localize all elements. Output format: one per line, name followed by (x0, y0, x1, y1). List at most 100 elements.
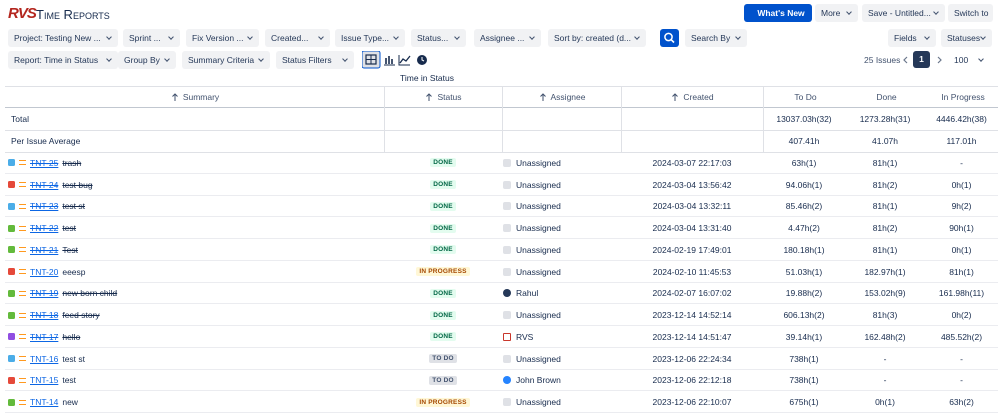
issue-key[interactable]: TNT-15 (30, 375, 59, 386)
issue-key[interactable]: TNT-25 (30, 157, 59, 168)
group-header: Time in Status (399, 73, 454, 83)
current-page[interactable]: 1 (913, 51, 930, 68)
issue-key[interactable]: TNT-22 (30, 223, 59, 234)
column-divider (621, 87, 622, 152)
group-by[interactable]: Group By (118, 51, 176, 69)
filter-assignee[interactable]: Assignee ... (474, 29, 541, 47)
page-size[interactable]: 100 (948, 51, 990, 69)
report-select[interactable]: Report: Time in Status (8, 51, 118, 69)
issue-key[interactable]: TNT-21 (30, 244, 59, 255)
summary-cell: TNT-22 test (8, 217, 378, 239)
issue-row: TNT-16 test st TO DO Unassigned 2023-12-06 2… (0, 348, 998, 370)
column-header[interactable]: Created (621, 87, 763, 107)
avatar (503, 311, 511, 320)
time-cell: 485.52h(2) (925, 326, 998, 348)
time-cell: 182.97h(1) (845, 261, 925, 283)
time-cell: 738h(1) (763, 348, 845, 370)
row-divider (5, 281, 998, 283)
time-value: 63h(1) (791, 157, 817, 168)
status-badge: DONE (430, 201, 456, 211)
fields-button[interactable]: Fields (888, 29, 936, 47)
summary-criteria[interactable]: Summary Criteria (182, 51, 270, 69)
filter-created[interactable]: Created... (265, 29, 330, 47)
created-date: 2023-12-06 22:10:07 (652, 397, 732, 408)
issue-key[interactable]: TNT-16 (30, 353, 59, 364)
created-date: 2023-12-06 22:24:34 (652, 353, 732, 364)
avatar (503, 267, 511, 276)
filter-fix-version[interactable]: Fix Version ... (186, 29, 259, 47)
priority-icon (19, 225, 26, 231)
column-header[interactable]: Done (845, 87, 925, 107)
assignee-cell: Unassigned (502, 174, 621, 196)
time-cell: - (925, 152, 998, 174)
assignee-name: Rahul (516, 288, 539, 299)
avatar (503, 354, 511, 363)
created-cell: 2024-03-04 13:31:40 (621, 217, 763, 239)
time-value: 161.98h(11) (938, 288, 985, 299)
filter-project[interactable]: Project: Testing New ... (8, 29, 118, 47)
issue-key[interactable]: TNT-18 (30, 310, 59, 321)
time-cell: 675h(1) (763, 391, 845, 413)
priority-icon (19, 399, 26, 405)
save-button[interactable]: Save - Untitled... (862, 4, 945, 22)
summary-cell: TNT-16 test st (8, 348, 378, 370)
clock-view[interactable] (417, 55, 427, 65)
time-cell: 81h(2) (845, 174, 925, 196)
issue-key[interactable]: TNT-14 (30, 397, 59, 408)
summary-cell: TNT-18 feed story (8, 304, 378, 326)
created-date: 2024-03-04 13:31:40 (652, 223, 732, 234)
issue-row: TNT-14 new IN PROGRESS Unassigned 2023-12-06… (0, 391, 998, 413)
avatar (503, 202, 511, 211)
prev-page[interactable] (900, 52, 912, 68)
time-value: 675h(1) (789, 397, 819, 408)
time-cell: 90h(1) (925, 217, 998, 239)
assignee-cell: Rahul (502, 283, 621, 305)
priority-icon (19, 160, 26, 166)
filter-status[interactable]: Status... (411, 29, 466, 47)
issue-key[interactable]: TNT-24 (30, 179, 59, 190)
sort-by[interactable]: Sort by: created (d... (548, 29, 646, 47)
status-cell: DONE (384, 174, 502, 196)
column-header[interactable]: To Do (763, 87, 845, 107)
summary-label: Per Issue Average (11, 136, 81, 146)
issue-key[interactable]: TNT-19 (30, 288, 59, 299)
column-header[interactable]: Assignee (502, 87, 621, 107)
more-button[interactable]: More (815, 4, 858, 22)
switch-button[interactable]: Switch to (948, 4, 993, 22)
time-value: 162.48h(2) (864, 331, 906, 342)
time-cell: 0h(1) (845, 391, 925, 413)
row-divider (5, 216, 998, 218)
filter-issue-type[interactable]: Issue Type... (335, 29, 405, 47)
issue-type-icon (8, 159, 15, 167)
issue-key[interactable]: TNT-20 (30, 266, 59, 277)
assignee-name: Unassigned (516, 157, 561, 168)
status-cell: IN PROGRESS (384, 391, 502, 413)
issue-key[interactable]: TNT-23 (30, 201, 59, 212)
time-cell: 0h(1) (925, 174, 998, 196)
issue-row: TNT-19 new born child DONE Rahul 2024-02-07 … (0, 283, 998, 305)
created-cell: 2024-02-10 11:45:53 (621, 261, 763, 283)
status-badge: DONE (430, 245, 456, 255)
whats-new-button[interactable]: What's New (744, 4, 812, 22)
time-value: 9h(2) (951, 201, 972, 212)
line-view[interactable] (398, 55, 411, 66)
next-page[interactable] (933, 52, 945, 68)
column-header[interactable]: Summary (5, 87, 384, 107)
avatar (503, 245, 511, 254)
bar-view[interactable] (384, 56, 395, 66)
statuses-button[interactable]: Statuses (941, 29, 992, 47)
time-value: 39.14h(1) (785, 331, 823, 342)
time-cell: - (845, 348, 925, 370)
view-toggles[interactable] (362, 51, 432, 69)
priority-icon (19, 334, 26, 340)
issue-key[interactable]: TNT-17 (30, 331, 59, 342)
search-button[interactable] (660, 29, 679, 47)
search-by[interactable]: Search By (685, 29, 747, 47)
status-filters[interactable]: Status Filters (276, 51, 354, 69)
column-header[interactable]: In Progress (925, 87, 998, 107)
issue-type-icon (8, 224, 15, 232)
filter-sprint[interactable]: Sprint ... (123, 29, 180, 47)
time-cell: 0h(1) (925, 239, 998, 261)
column-header[interactable]: Status (384, 87, 502, 107)
issue-summary: test st (62, 201, 86, 212)
